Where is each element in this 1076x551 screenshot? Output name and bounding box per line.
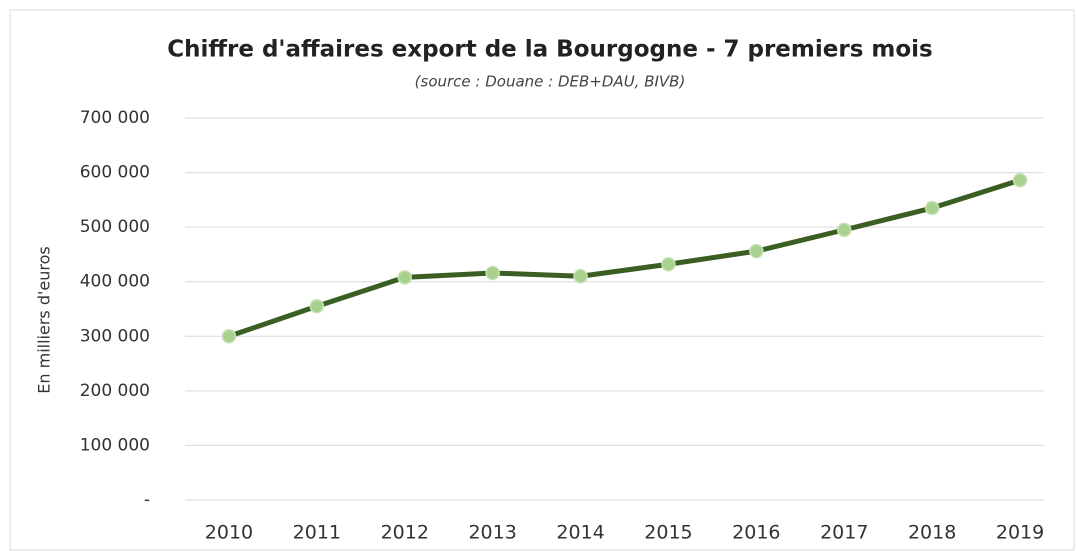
y-tick-label: 400 000: [80, 272, 150, 292]
chart-subtitle: (source : Douane : DEB+DAU, BIVB): [415, 73, 686, 91]
chart-title: Chiffre d'affaires export de la Bourgogn…: [167, 37, 933, 63]
y-tick-label: -: [144, 490, 150, 510]
marker: [661, 257, 676, 272]
marker: [397, 270, 412, 285]
marker: [749, 243, 764, 259]
y-tick-label: 600 000: [80, 163, 150, 183]
marker: [924, 200, 940, 216]
x-tick-label: 2016: [732, 522, 780, 544]
marker: [1012, 172, 1028, 188]
y-axis-label: En milliers d'euros: [35, 246, 54, 393]
marker: [485, 265, 500, 281]
marker: [837, 222, 852, 238]
x-tick-label: 2014: [556, 522, 604, 544]
y-tick-label: 500 000: [80, 217, 150, 237]
marker: [221, 329, 237, 344]
x-tick-label: 2013: [468, 522, 516, 544]
marker: [573, 269, 588, 284]
line: [228, 177, 1021, 339]
y-tick-label: 100 000: [80, 435, 150, 455]
y-tick-label: 200 000: [80, 381, 150, 401]
x-tick-label: 2015: [644, 522, 692, 544]
x-tick-label: 2012: [381, 522, 429, 544]
x-tick-label: 2018: [908, 522, 956, 544]
y-tick-label: 300 000: [80, 326, 150, 346]
x-tick-label: 2019: [996, 522, 1044, 544]
chart-frame: [9, 9, 1075, 551]
marker: [309, 299, 325, 314]
x-tick-label: 2017: [820, 522, 868, 544]
x-tick-label: 2010: [205, 522, 253, 544]
y-tick-label: 700 000: [80, 108, 150, 128]
x-tick-label: 2011: [293, 522, 341, 544]
